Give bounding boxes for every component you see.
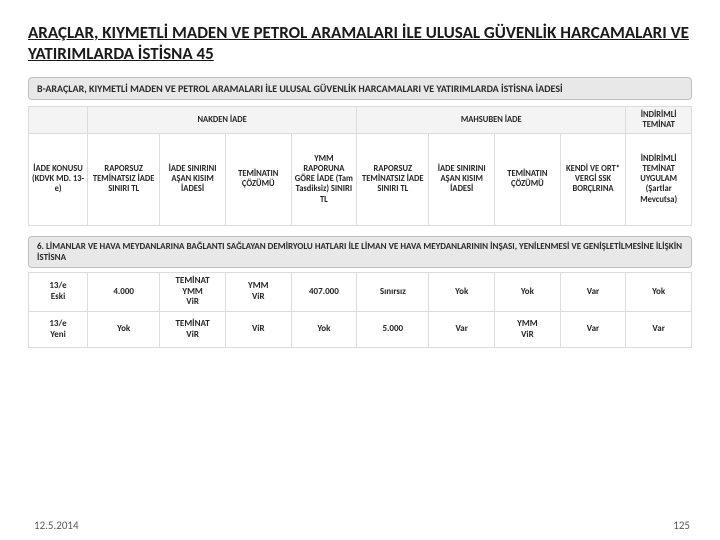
footer-date: 12.5.2014 bbox=[34, 519, 79, 532]
slide: ARAÇLAR, KIYMETLİ MADEN VE PETROL ARAMAL… bbox=[0, 0, 720, 540]
table-row: 13/e Yeni Yok TEMİNATViR ViR Yok 5.000 V… bbox=[29, 312, 692, 348]
cell: Yok bbox=[626, 272, 692, 311]
cell: YMMViR bbox=[225, 272, 291, 311]
cell: 5.000 bbox=[357, 312, 429, 348]
footer: 12.5.2014 125 bbox=[34, 519, 690, 532]
page-title: ARAÇLAR, KIYMETLİ MADEN VE PETROL ARAMAL… bbox=[28, 22, 692, 65]
col7: TEMİNATIN ÇÖZÜMÜ bbox=[495, 133, 561, 225]
top-table: NAKDEN İADE MAHSUBEN İADE İNDİRİMLİ TEMİ… bbox=[28, 106, 692, 226]
col4: YMM RAPORUNA GÖRE İADE (Tam Tasdiksiz) S… bbox=[291, 133, 357, 225]
cell: Var bbox=[626, 312, 692, 348]
cell: ViR bbox=[225, 312, 291, 348]
cell: YMMViR bbox=[495, 312, 561, 348]
col3: TEMİNATIN ÇÖZÜMÜ bbox=[225, 133, 291, 225]
cell: TEMİNATViR bbox=[160, 312, 226, 348]
cell: Var bbox=[560, 312, 626, 348]
col2: İADE SINIRINI AŞAN KISIM İADESİ bbox=[160, 133, 226, 225]
row-label: 13/e Eski bbox=[29, 272, 88, 311]
cell: Yok bbox=[495, 272, 561, 311]
col1: RAPORSUZ TEMİNATSIZ İADE SINIRI TL bbox=[88, 133, 160, 225]
cell: TEMİNATYMMViR bbox=[160, 272, 226, 311]
table-row: 13/e Eski 4.000 TEMİNATYMMViR YMMViR 407… bbox=[29, 272, 692, 311]
column-header-row: İADE KONUSU (KDVK MD. 13-e) RAPORSUZ TEM… bbox=[29, 133, 692, 225]
col5: RAPORSUZ TEMİNATSIZ İADE SINIRI TL bbox=[357, 133, 429, 225]
group-header-row: NAKDEN İADE MAHSUBEN İADE İNDİRİMLİ TEMİ… bbox=[29, 106, 692, 133]
bottom-table: 13/e Eski 4.000 TEMİNATYMMViR YMMViR 407… bbox=[28, 272, 692, 348]
cell: Var bbox=[560, 272, 626, 311]
cell: Yok bbox=[88, 312, 160, 348]
group-mahsuben: MAHSUBEN İADE bbox=[357, 106, 626, 133]
footer-page: 125 bbox=[673, 519, 690, 532]
section2-band: 6. LİMANLAR VE HAVA MEYDANLARINA BAĞLANT… bbox=[28, 236, 692, 268]
cell: Var bbox=[429, 312, 495, 348]
cell: 4.000 bbox=[88, 272, 160, 311]
cell: 407.000 bbox=[291, 272, 357, 311]
cell: Sınırsız bbox=[357, 272, 429, 311]
col8: KENDİ VE ORT* VERGİ SSK BORÇLRINA bbox=[560, 133, 626, 225]
blank-cell bbox=[29, 106, 88, 133]
cell: Yok bbox=[429, 272, 495, 311]
subheading-band: B-ARAÇLAR, KIYMETLİ MADEN VE PETROL ARAM… bbox=[28, 77, 692, 100]
row-label: 13/e Yeni bbox=[29, 312, 88, 348]
col9: İNDİRİMLİ TEMİNAT UYGULAM (Şartlar Mevcu… bbox=[626, 133, 692, 225]
col0: İADE KONUSU (KDVK MD. 13-e) bbox=[29, 133, 88, 225]
cell: Yok bbox=[291, 312, 357, 348]
group-indirimli: İNDİRİMLİ TEMİNAT bbox=[626, 106, 692, 133]
col6: İADE SINIRINI AŞAN KISIM İADESİ bbox=[429, 133, 495, 225]
group-nakden: NAKDEN İADE bbox=[88, 106, 357, 133]
